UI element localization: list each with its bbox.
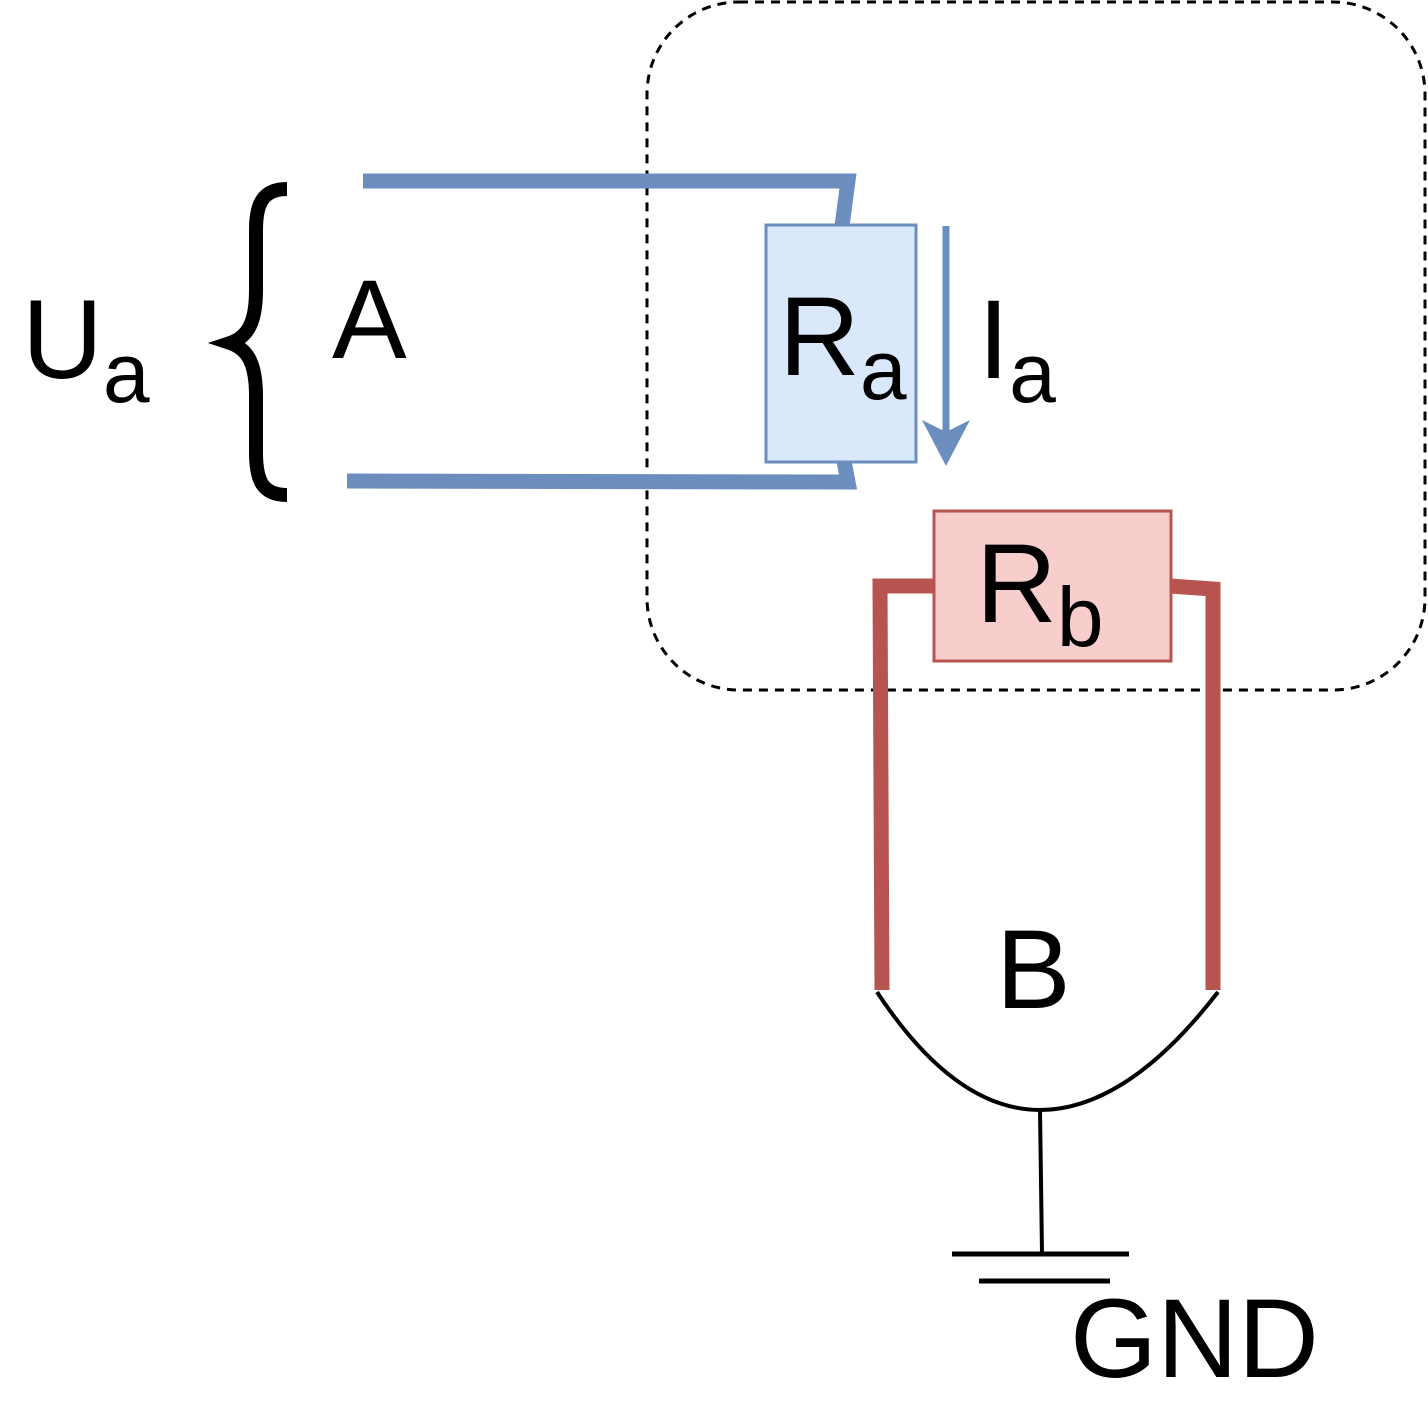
resistor-b-label: Rb [976, 521, 1104, 664]
current-arrow-head [922, 420, 970, 466]
wire-b-left [872, 578, 935, 991]
node-b-label: B [996, 907, 1071, 1032]
wire-a-bottom [346, 459, 858, 490]
node-a-label: A [332, 257, 407, 382]
dashed-boundary [645, 0, 1427, 692]
resistor-a-label: Ra [779, 274, 907, 417]
curly-brace [207, 182, 288, 502]
resistor-b [932, 509, 1173, 663]
wire-a-top [363, 173, 857, 227]
ground-label: GND [1070, 1276, 1319, 1401]
wire-b-right [1169, 578, 1221, 990]
resistor-a [764, 223, 918, 464]
current-label: Ia [978, 277, 1056, 420]
ground-lead [1038, 1109, 1044, 1254]
voltage-label: Ua [22, 277, 150, 420]
